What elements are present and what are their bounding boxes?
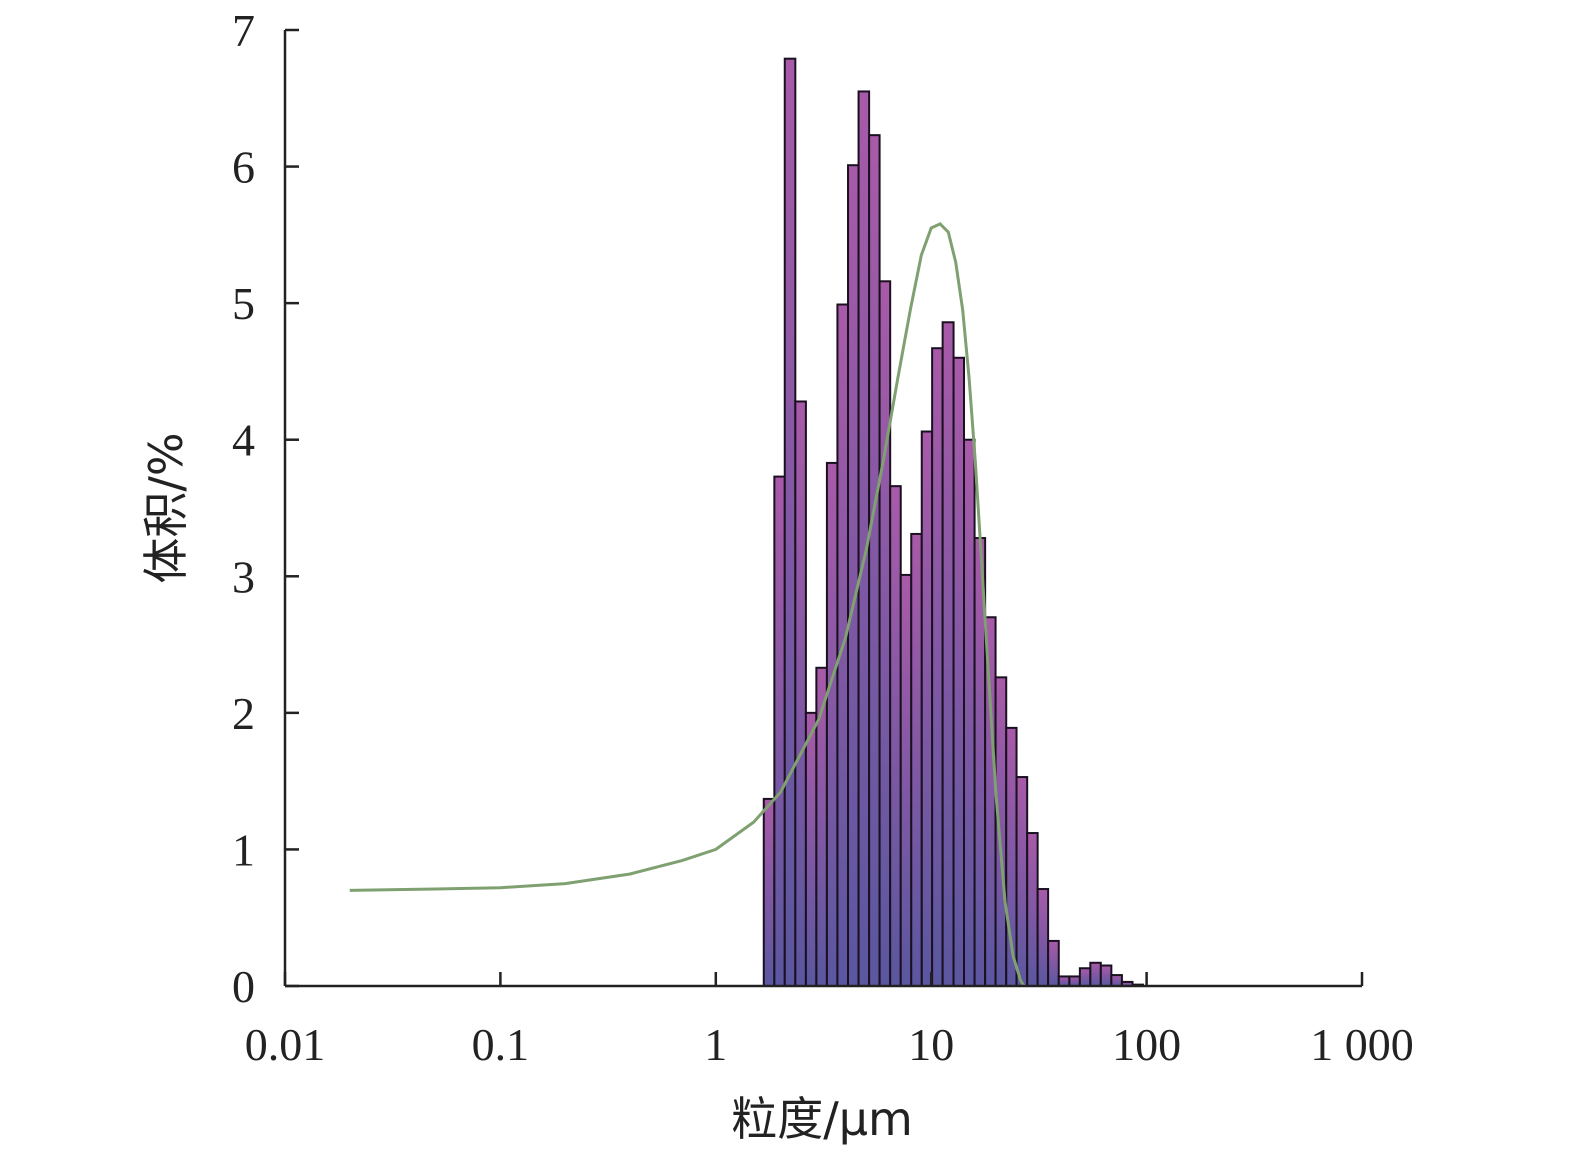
histogram-bar	[1078, 967, 1092, 988]
histogram-bar	[762, 797, 776, 988]
histogram-bar	[1015, 776, 1029, 987]
y-tick-label: 4	[232, 415, 255, 466]
histogram-bars	[762, 57, 1144, 988]
histogram-bar	[941, 321, 955, 987]
histogram-bar	[794, 400, 807, 987]
histogram-bar	[1026, 832, 1039, 987]
y-tick-label: 6	[232, 142, 255, 193]
x-tick-label: 1 000	[1310, 1019, 1414, 1070]
x-tick-label: 1	[704, 1019, 727, 1070]
histogram-bar	[889, 485, 902, 987]
histogram-bar	[868, 134, 881, 988]
y-tick-label: 5	[232, 278, 255, 329]
histogram-bar	[1068, 975, 1081, 988]
y-axis-title: 体积/%	[139, 432, 193, 583]
histogram-bar	[1036, 888, 1050, 988]
y-tick-label: 3	[232, 551, 255, 602]
histogram-bar	[1089, 961, 1102, 987]
y-tick-label: 0	[232, 961, 255, 1012]
x-tick-label: 10	[908, 1019, 954, 1070]
histogram-bar	[804, 711, 818, 987]
tick-labels: 0 1 2 3 4 5 6 7 0.01 0.1 1 10 100 1 000	[232, 5, 1414, 1070]
histogram-bar	[931, 347, 944, 987]
histogram-bar	[825, 461, 839, 987]
histogram-bar	[963, 438, 976, 987]
histogram-bar	[847, 164, 860, 988]
histogram-bar	[994, 676, 1008, 987]
x-axis-title: 粒度/μm	[731, 1092, 913, 1146]
y-tick-label: 7	[232, 5, 255, 56]
histogram-bar	[783, 57, 797, 988]
histogram-bar	[1057, 975, 1071, 988]
x-tick-label: 0.01	[245, 1019, 326, 1070]
histogram-bar	[815, 666, 828, 987]
axes	[283, 28, 1364, 988]
histogram-bar	[1099, 964, 1113, 987]
histogram-bar	[1047, 939, 1060, 988]
histogram-bar	[773, 475, 786, 987]
histogram-bar	[910, 532, 923, 987]
histogram-bar	[920, 430, 934, 987]
histogram-bar	[952, 356, 966, 987]
y-tick-label: 1	[232, 824, 255, 875]
y-tick-label: 2	[232, 688, 255, 739]
x-tick-label: 0.1	[472, 1019, 530, 1070]
fit-curve	[349, 222, 1026, 987]
histogram-bar	[1110, 974, 1123, 987]
x-tick-label: 100	[1112, 1019, 1181, 1070]
histogram-bar	[899, 573, 913, 987]
histogram-bar	[878, 280, 892, 987]
histogram-bar	[984, 616, 997, 987]
